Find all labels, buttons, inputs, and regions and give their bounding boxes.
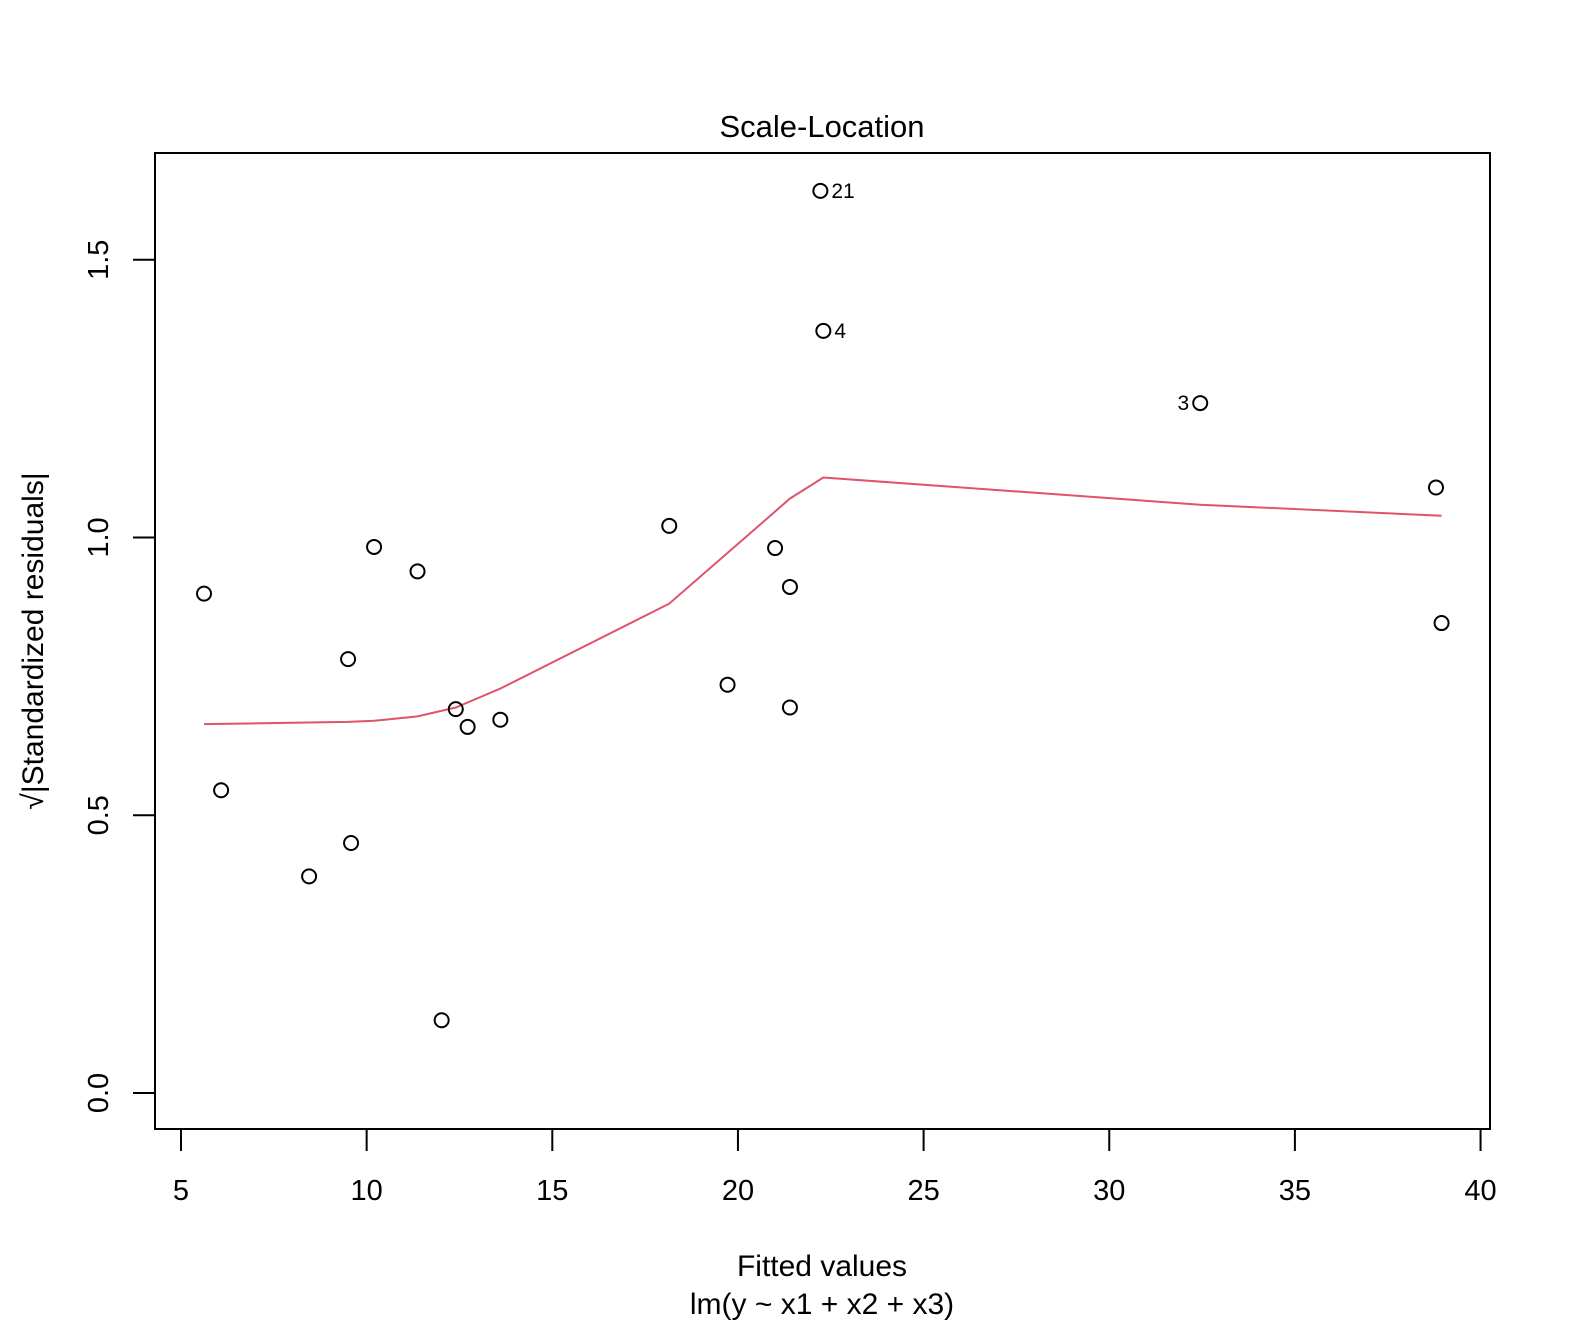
data-point <box>301 868 318 885</box>
data-point <box>1427 479 1444 496</box>
point-label: 21 <box>831 180 854 203</box>
data-point <box>781 578 798 595</box>
data-point <box>781 699 798 716</box>
x-tick-label: 20 <box>722 1175 754 1207</box>
chart-subtitle: lm(y ~ x1 + x2 + x3) <box>690 1288 954 1321</box>
data-point <box>459 718 476 735</box>
chart-title: Scale-Location <box>719 109 924 144</box>
y-tick-label: 1.0 <box>83 517 115 557</box>
data-point <box>196 585 213 602</box>
data-point <box>366 538 383 555</box>
x-axis: 5 10 15 20 25 30 35 40 <box>173 1128 1497 1207</box>
data-point <box>433 1012 450 1029</box>
x-tick-label: 25 <box>907 1175 939 1207</box>
data-point <box>1192 395 1209 412</box>
plot-frame <box>154 152 1491 1130</box>
smoother-lines <box>203 476 1442 726</box>
y-tick-label: 1.5 <box>83 240 115 280</box>
y-axis-label: √|Standardized residuals| <box>17 472 50 809</box>
x-tick-label: 40 <box>1464 1175 1496 1207</box>
data-point <box>767 540 784 557</box>
data-point <box>340 651 357 668</box>
y-axis: 0.0 0.5 1.0 1.5 <box>83 240 156 1113</box>
data-point <box>1433 615 1450 632</box>
data-point <box>447 701 464 718</box>
data-point <box>409 563 426 580</box>
x-tick-label: 30 <box>1093 1175 1125 1207</box>
x-tick-label: 15 <box>536 1175 568 1207</box>
data-point <box>213 782 230 799</box>
x-tick-label: 5 <box>173 1175 189 1207</box>
data-point <box>343 835 360 852</box>
point-label: 4 <box>834 320 846 343</box>
y-tick-label: 0.0 <box>83 1073 115 1113</box>
x-tick-label: 10 <box>351 1175 383 1207</box>
y-tick-label: 0.5 <box>83 795 115 835</box>
data-point <box>812 182 829 199</box>
x-axis-label: Fitted values <box>737 1250 907 1283</box>
point-label: 3 <box>1178 392 1190 415</box>
data-point <box>492 711 509 728</box>
data-point <box>661 517 678 534</box>
smoother-line <box>203 476 1442 726</box>
x-tick-label: 35 <box>1279 1175 1311 1207</box>
data-point <box>719 676 736 693</box>
data-points: 21 4 3 <box>196 180 1450 1029</box>
data-point <box>815 322 832 339</box>
